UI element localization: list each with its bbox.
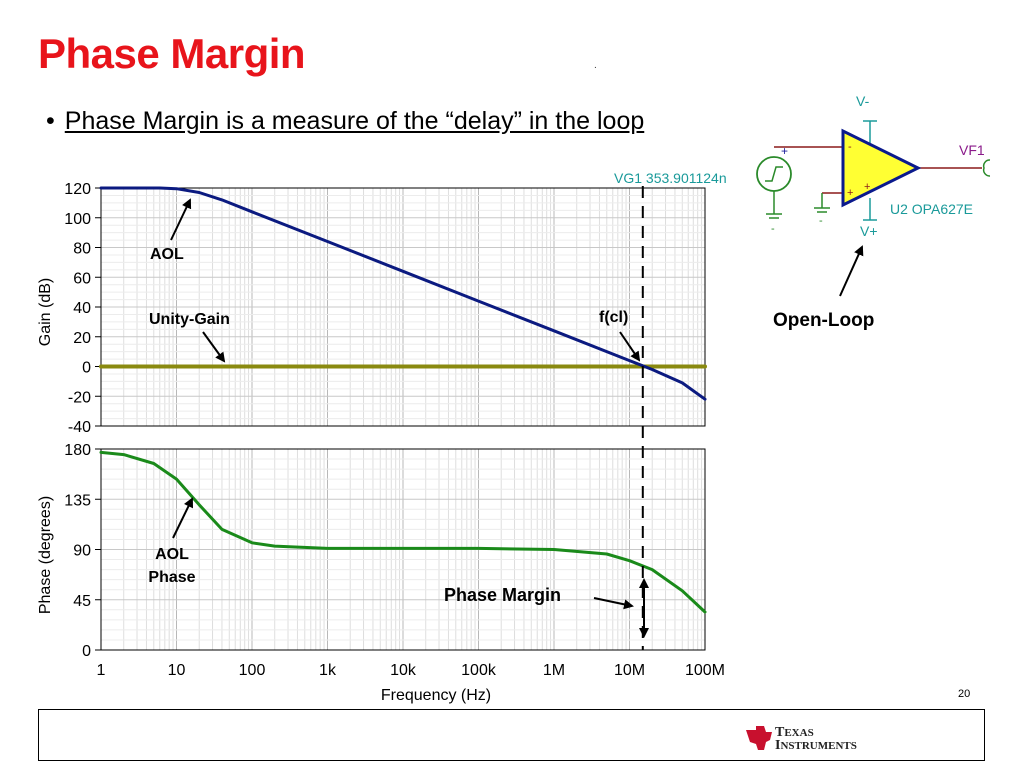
aol-phase-arrow [172, 497, 193, 539]
x-tick-label: 1k [319, 662, 337, 679]
x-tick-label: 10k [390, 662, 417, 679]
unity-gain-label: Unity-Gain [149, 311, 230, 328]
bullet-marker: • [46, 107, 55, 135]
slide-number: 20 [958, 688, 971, 700]
aol-phase-series-line [99, 450, 707, 614]
x-tick-label: 100 [239, 662, 266, 679]
x-axis-label: Frequency (Hz) [381, 687, 491, 704]
gain-grid [100, 187, 705, 427]
gain-y-tick-label: 100 [64, 211, 91, 228]
source-plus: + [781, 144, 788, 158]
bullet-text: Phase Margin is a measure of the “delay”… [64, 107, 645, 135]
phase-y-tick-label: 45 [73, 593, 91, 610]
gain-y-tick-label: 20 [73, 330, 91, 347]
opamp-plus-sign: + [847, 187, 853, 199]
x-tick-label: 10 [168, 662, 186, 679]
open-loop-arrow [839, 245, 864, 297]
open-loop-label: Open-Loop [773, 310, 874, 331]
gain-y-tick-label: 40 [73, 300, 91, 317]
ti-logo-text: TEXAS INSTRUMENTS [775, 725, 857, 753]
opamp-plus-sign-2: + [864, 181, 870, 193]
opamp-schematic: V- V+ - - + VG1 353.901124n - + + VF1 U2… [614, 93, 991, 331]
series-layer [99, 186, 707, 614]
output-probe-icon [982, 159, 991, 177]
opamp-triangle-icon [841, 128, 922, 208]
x-tick-label: 1M [543, 662, 565, 679]
gain-y-tick-label: -20 [68, 389, 91, 406]
aol-label: AOL [150, 246, 184, 263]
phase-margin-label: Phase Margin [444, 585, 561, 605]
gain-y-tick-label: -40 [68, 419, 91, 436]
logo-i: I [775, 738, 781, 753]
logo-nstruments: NSTRUMENTS [780, 740, 857, 752]
unity-gain-arrow [202, 331, 226, 363]
x-tick-label: 10M [614, 662, 645, 679]
bullet-point: • Phase Margin is a measure of the “delay… [46, 107, 644, 136]
fcl-arrow [619, 331, 641, 362]
source-label: VG1 353.901124n [614, 170, 727, 186]
phase-y-tick-label: 0 [82, 643, 91, 660]
source-ground-minus: - [771, 223, 775, 235]
gain-y-ticks: 120 100 80 60 40 20 0 -20 -40 [64, 181, 101, 436]
x-tick-label: 100M [685, 662, 725, 679]
gain-y-tick-label: 60 [73, 270, 91, 287]
x-tick-label: 100k [461, 662, 497, 679]
aol-gain-series-line [99, 186, 707, 401]
phase-grid [100, 448, 705, 651]
noninv-ground-minus: - [819, 215, 823, 227]
x-tick-label: 1 [97, 662, 106, 679]
footer-box [38, 709, 985, 761]
logo-exas: EXAS [784, 727, 814, 739]
phase-y-ticks: 180 135 90 45 0 [64, 442, 101, 660]
ti-logo-icon [746, 726, 772, 750]
gain-y-tick-label: 120 [64, 181, 91, 198]
vminus-label: V- [856, 93, 870, 109]
opamp-label: U2 OPA627E [890, 201, 973, 217]
gain-y-axis-label: Gain (dB) [37, 278, 54, 346]
output-label: VF1 [959, 142, 985, 158]
step-waveform-icon [765, 166, 783, 182]
logo-t: T [775, 725, 785, 740]
vplus-label: V+ [860, 223, 878, 239]
phase-y-tick-label: 135 [64, 492, 91, 509]
phase-y-axis-label: Phase (degrees) [37, 496, 54, 614]
stray-dot: . [594, 60, 597, 71]
aol-phase-label-line1: AOL [155, 546, 189, 563]
fcl-label: f(cl) [599, 309, 628, 326]
phase-margin-pointer [593, 597, 634, 610]
phase-y-tick-label: 180 [64, 442, 91, 459]
gain-y-tick-label: 80 [73, 241, 91, 258]
aol-phase-label-line2: Phase [148, 569, 195, 586]
opamp-minus-sign: - [848, 141, 852, 153]
gain-y-tick-label: 0 [82, 360, 91, 377]
page-title: Phase Margin [38, 30, 306, 77]
x-ticks: 1 10 100 1k 10k 100k 1M 10M 100M [97, 662, 725, 679]
phase-y-tick-label: 90 [73, 543, 91, 560]
aol-arrow [170, 198, 192, 241]
